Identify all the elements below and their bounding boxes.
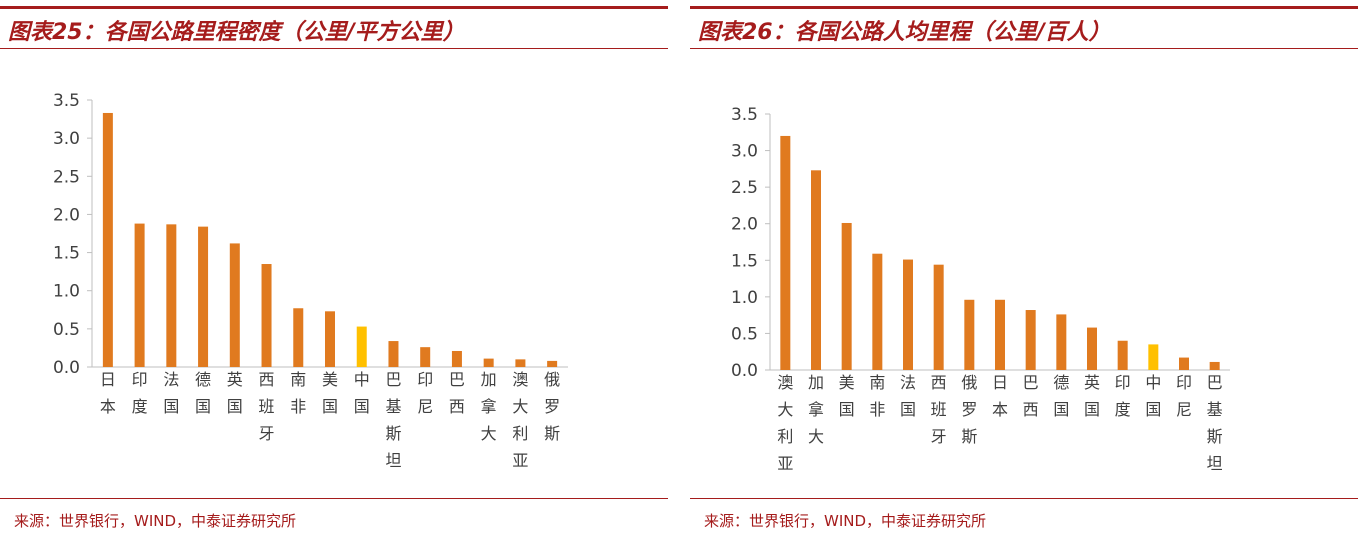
x-tick-label: 西班牙: [931, 373, 947, 446]
x-tick-label: 巴基斯坦: [385, 370, 401, 470]
bar: [198, 226, 209, 367]
y-tick-label: 1.5: [53, 244, 80, 264]
x-tick-label: 英国: [227, 370, 243, 416]
bar: [261, 264, 272, 367]
x-tick-label: 巴西: [1023, 373, 1039, 419]
bar: [134, 223, 145, 367]
bar: [903, 259, 913, 370]
bar: [483, 358, 494, 367]
y-tick-label: 0.0: [731, 361, 758, 381]
x-tick-label: 加拿大: [481, 370, 497, 443]
bar: [1025, 310, 1036, 370]
bar: [325, 311, 335, 367]
bar: [547, 360, 558, 367]
y-tick-label: 2.0: [731, 215, 758, 235]
x-tick-label: 德国: [195, 370, 211, 416]
x-tick-label: 印度: [132, 370, 148, 416]
bar: [420, 347, 431, 367]
y-tick-label: 0.5: [53, 320, 80, 340]
bar: [964, 299, 975, 370]
chart-panel-road-per-capita: 图表26：各国公路人均里程（公里/百人） 0.0 0.5 1.0 1.5 2.0 2.5 3…: [690, 0, 1358, 540]
x-tick-label: 南非: [290, 370, 306, 416]
x-tick-label: 巴西: [449, 370, 465, 416]
x-tick-label: 印度: [1115, 373, 1131, 419]
x-tick-label: 俄罗斯: [544, 370, 560, 443]
bar: [780, 135, 791, 370]
source-rule: [0, 498, 668, 499]
y-tick-label: 0.0: [53, 358, 80, 378]
title-rule: [0, 48, 668, 49]
chart-panel-road-density: 图表25：各国公路里程密度（公里/平方公里） 0.0 0.5 1.0 1.5 2.0 2.…: [0, 0, 668, 540]
x-tick-label: 印尼: [1176, 373, 1192, 419]
source-rule: [690, 498, 1358, 499]
source-note: 来源：世界银行，WIND，中泰证券研究所: [704, 512, 987, 530]
x-tick-label: 澳大利亚: [777, 373, 793, 473]
x-tick-label: 中国: [1145, 373, 1161, 419]
x-tick-label: 美国: [322, 370, 338, 416]
bar: [1087, 327, 1097, 370]
top-rule: [0, 6, 668, 9]
y-tick-label: 1.0: [731, 288, 758, 308]
bar: [388, 341, 399, 367]
y-tick-label: 3.0: [53, 129, 80, 149]
bar: [933, 264, 944, 370]
bar: [1056, 314, 1067, 370]
source-note: 来源：世界银行，WIND，中泰证券研究所: [14, 512, 297, 530]
chart-title: 图表26：各国公路人均里程（公里/百人）: [698, 20, 1111, 45]
y-tick-label: 3.5: [731, 105, 758, 125]
x-tick-label: 西班牙: [259, 370, 275, 443]
x-tick-label: 法国: [163, 370, 179, 416]
chart-title: 图表25：各国公路里程密度（公里/平方公里）: [8, 20, 465, 45]
bar: [102, 112, 113, 367]
x-tick-label: 美国: [839, 373, 855, 419]
x-tick-label: 俄罗斯: [961, 373, 977, 446]
y-tick-label: 2.0: [53, 205, 80, 225]
top-rule: [690, 6, 1358, 9]
bar: [1209, 361, 1220, 370]
x-tick-label: 日本: [992, 373, 1008, 419]
y-tick-label: 3.5: [53, 91, 80, 111]
x-tick-label: 南非: [869, 373, 885, 419]
x-tick-label: 日本: [100, 370, 116, 416]
x-tick-label: 法国: [900, 373, 916, 419]
y-tick-label: 1.5: [731, 251, 758, 271]
x-tick-label: 巴基斯坦: [1207, 373, 1223, 473]
bar: [356, 326, 367, 367]
bar: [166, 224, 177, 367]
bar: [811, 170, 821, 370]
x-tick-label: 澳大利亚: [512, 370, 528, 470]
y-tick-label: 2.5: [731, 178, 758, 198]
x-tick-label: 加拿大: [808, 373, 824, 446]
bar: [451, 350, 462, 367]
bar: [515, 359, 526, 367]
title-rule: [690, 48, 1358, 49]
y-tick-label: 3.0: [731, 142, 758, 162]
bar: [1117, 340, 1128, 370]
bar: [995, 299, 1005, 370]
x-tick-label: 德国: [1053, 373, 1069, 419]
x-tick-label: 英国: [1084, 373, 1100, 419]
bar: [872, 253, 883, 370]
bar-chart-road-density: 0.0 0.5 1.0 1.5 2.0 2.5 3.0 3.5 日本印度法国德国英国西班牙南非美…: [53, 91, 568, 470]
y-tick-label: 1.0: [53, 282, 80, 302]
bar-chart-road-per-capita: 0.0 0.5 1.0 1.5 2.0 2.5 3.0 3.5 澳大利亚加拿大美国南非法国西班牙…: [731, 105, 1230, 473]
bar: [1148, 344, 1159, 370]
bar: [1179, 357, 1189, 370]
y-tick-label: 2.5: [53, 167, 80, 187]
bar: [841, 222, 852, 370]
x-tick-label: 中国: [354, 370, 370, 416]
bar: [229, 243, 240, 367]
y-tick-label: 0.5: [731, 324, 758, 344]
x-tick-label: 印尼: [417, 370, 433, 416]
bar: [293, 308, 304, 367]
